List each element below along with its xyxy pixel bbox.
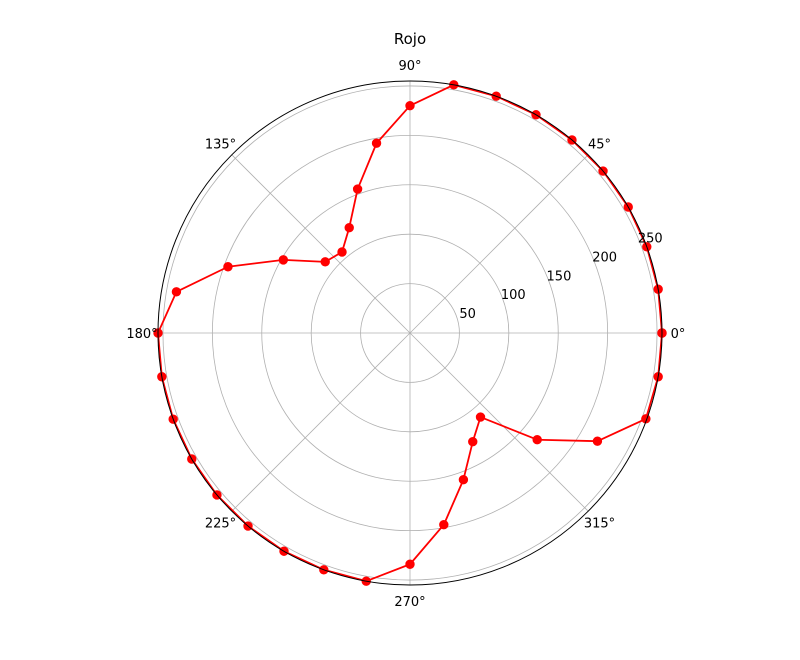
theta-grid-line-225 — [231, 332, 411, 512]
theta-tick-label-270: 270° — [394, 595, 425, 610]
data-point-110 — [352, 184, 363, 194]
data-point-310 — [475, 412, 486, 422]
data-point-130 — [337, 247, 347, 257]
polar-grid — [158, 81, 662, 585]
data-point-90 — [405, 101, 415, 111]
data-point-320 — [532, 435, 542, 445]
theta-tick-label-315: 315° — [584, 517, 615, 532]
theta-grid-line-135 — [231, 154, 411, 334]
data-point-330 — [592, 436, 603, 446]
theta-tick-label-90: 90° — [398, 59, 421, 74]
data-point-160 — [223, 262, 233, 272]
r-tick-label-50: 50 — [459, 307, 476, 322]
r-tick-label-250: 250 — [638, 231, 663, 246]
theta-tick-label-135: 135° — [205, 137, 236, 152]
theta-tick-label-45: 45° — [588, 137, 611, 152]
theta-tick-label-0: 0° — [671, 327, 686, 342]
theta-grid-line-315 — [409, 332, 589, 512]
chart-title: Rojo — [394, 30, 426, 48]
r-tick-label-100: 100 — [501, 288, 526, 303]
r-tick-label-150: 150 — [547, 269, 572, 284]
data-point-270 — [405, 559, 415, 569]
data-point-300 — [468, 436, 478, 447]
tick-labels: 0° 45° 90° 135° 180° 225° 270° 315° 50 100 150 200 2… — [126, 59, 685, 610]
data-point-290 — [458, 475, 469, 485]
data-point-280 — [439, 520, 449, 530]
data-point-120 — [344, 223, 354, 233]
theta-grid-line-45 — [409, 154, 589, 334]
data-point-100 — [371, 138, 382, 148]
data-point-140 — [320, 257, 330, 267]
polar-frame — [157, 80, 663, 586]
data-point-170 — [171, 287, 182, 297]
r-tick-label-200: 200 — [592, 250, 617, 265]
theta-tick-label-225: 225° — [205, 517, 236, 532]
data-point-150 — [278, 255, 289, 265]
theta-tick-label-180: 180° — [126, 327, 157, 342]
